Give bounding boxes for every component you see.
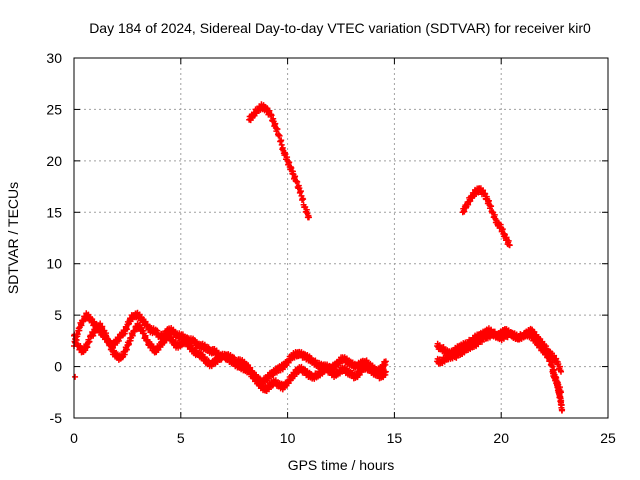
- data-point: [382, 358, 389, 365]
- axis-ticks: 0 5 10 15 20 25 -5 0 5 10 15 20 25 30: [46, 50, 616, 446]
- x-tick-label: 10: [280, 430, 296, 446]
- data-point: [558, 368, 565, 375]
- data-point-fill: [73, 337, 80, 344]
- y-tick-label: 15: [46, 204, 62, 220]
- data-point: [559, 406, 566, 413]
- series-arc-1: [246, 101, 312, 221]
- data-point: [506, 242, 513, 249]
- chart-title: Day 184 of 2024, Sidereal Day-to-day VTE…: [89, 20, 591, 36]
- x-tick-label: 25: [600, 430, 616, 446]
- y-tick-label: 0: [54, 359, 62, 375]
- data-point-fill: [86, 338, 93, 345]
- y-axis-label: SDTVAR / TECUs: [5, 182, 21, 294]
- x-tick-label: 0: [70, 430, 78, 446]
- y-tick-label: -5: [50, 410, 63, 426]
- series-arc-2: [459, 185, 513, 249]
- data-point-fill: [547, 356, 554, 363]
- data-point: [382, 368, 389, 375]
- y-tick-label: 10: [46, 256, 62, 272]
- data-point-fill: [276, 132, 283, 139]
- x-tick-label: 15: [387, 430, 403, 446]
- y-tick-label: 30: [46, 50, 62, 66]
- data-point: [305, 214, 312, 221]
- y-tick-label: 5: [54, 307, 62, 323]
- x-axis-label: GPS time / hours: [288, 457, 395, 473]
- x-tick-label: 20: [493, 430, 509, 446]
- series-late-drop: [549, 366, 566, 414]
- y-tick-label: 20: [46, 153, 62, 169]
- data-points: [71, 101, 566, 414]
- series-baseline-b: [71, 320, 389, 394]
- data-point-fill: [268, 112, 275, 119]
- data-point-fill: [274, 126, 281, 133]
- data-point: [72, 373, 79, 380]
- data-point-fill: [488, 203, 495, 210]
- series-isolated-point: [72, 373, 79, 380]
- data-point-fill: [294, 178, 301, 185]
- plot-border: [73, 57, 609, 419]
- y-tick-label: 25: [46, 101, 62, 117]
- x-tick-label: 5: [177, 430, 185, 446]
- data-point-fill: [300, 196, 307, 203]
